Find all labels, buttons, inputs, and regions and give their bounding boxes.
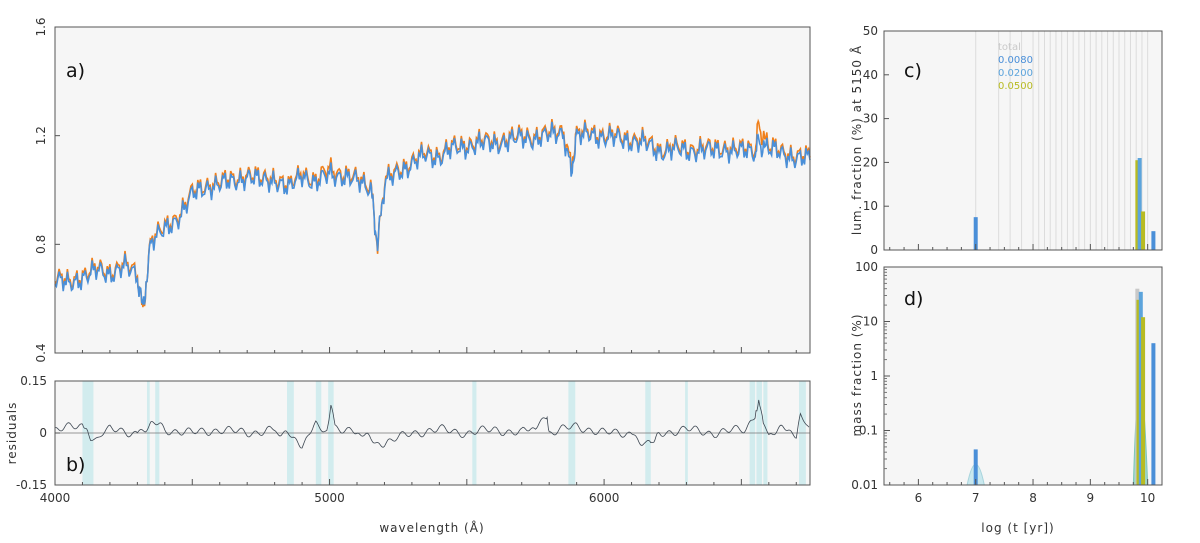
x-tick-label: 5000: [314, 491, 345, 505]
x-tick-label: 6000: [589, 491, 620, 505]
bar: [1151, 231, 1156, 250]
y-tick-label: 0.1: [859, 424, 878, 438]
y-tick-label: 30: [863, 112, 878, 126]
panel-c-background: [884, 31, 1162, 250]
panel-c-frame: [883, 30, 1163, 251]
y-tick-label: 0.4: [34, 343, 48, 362]
bar: [1141, 211, 1146, 250]
y-axis-label-lum-fraction: lum. fraction (%) at 5150 Å: [849, 45, 864, 235]
panel-a: 0.4 0.8 1.2 1.6 a): [34, 17, 811, 363]
bar: [1138, 291, 1143, 485]
panel-c-label: c): [904, 60, 922, 82]
panel-a-background: [55, 27, 810, 353]
panel-a-label: a): [66, 60, 85, 82]
y-axis-label-mass-fraction: mass fraction (%): [850, 313, 864, 436]
y-tick-label: 0: [39, 426, 47, 440]
panel-d: 0.01 0.1 1 10 100 6 7 8 9 10 d) log (t [yr]) mass…: [850, 260, 1163, 535]
y-tick-label: 0.15: [20, 374, 47, 388]
y-tick-label: 10: [863, 199, 878, 213]
y-tick-label: 100: [855, 260, 878, 274]
bar: [1151, 343, 1156, 485]
panel-a-frame: [54, 26, 811, 354]
panel-d-background: [884, 267, 1162, 485]
series-model: [54, 121, 811, 305]
y-tick-label: -0.15: [16, 478, 47, 492]
legend-entry: total: [998, 42, 1021, 53]
y-tick-label: 0: [870, 243, 878, 257]
y-tick-label: 40: [863, 68, 878, 82]
bar: [1135, 160, 1140, 250]
x-axis-label-wavelength: wavelength (Å): [379, 520, 484, 535]
panel-b-label: b): [66, 454, 85, 476]
legend-entry: 0.0500: [998, 81, 1033, 92]
y-tick-label: 1: [870, 369, 878, 383]
y-tick-label: 50: [863, 24, 878, 38]
bar: [1141, 317, 1146, 485]
bar: [1137, 158, 1142, 250]
x-tick-label: 9: [1087, 491, 1095, 505]
x-tick-label: 8: [1029, 491, 1037, 505]
panel-c: 0 10 20 30 40 50 c) lum. fraction (%) at 5150…: [849, 24, 1163, 257]
y-tick-label: 1.2: [34, 126, 48, 145]
panel-d-label: d): [904, 288, 923, 310]
panel-b: -0.15 0 0.15 4000 5000 6000 b) wavelength (Å)…: [5, 374, 811, 535]
bar: [973, 217, 978, 250]
x-axis-label-log-age: log (t [yr]): [981, 521, 1054, 535]
y-tick-label: 1.6: [34, 17, 48, 36]
bar: [973, 449, 978, 485]
series-residual: [55, 399, 810, 449]
y-tick-label: 0.01: [851, 478, 878, 492]
y-tick-label: 0.8: [34, 235, 48, 254]
y-tick-label: 20: [863, 155, 878, 169]
legend-entry: 0.0080: [998, 55, 1033, 66]
x-tick-label: 10: [1140, 491, 1155, 505]
legend-entry: 0.0200: [998, 68, 1033, 79]
y-tick-label: 10: [863, 315, 878, 329]
x-tick-label: 4000: [40, 491, 71, 505]
x-tick-label: 6: [915, 491, 923, 505]
bar: [1136, 299, 1141, 485]
y-axis-label-residuals: residuals: [5, 402, 19, 465]
x-tick-label: 7: [972, 491, 980, 505]
